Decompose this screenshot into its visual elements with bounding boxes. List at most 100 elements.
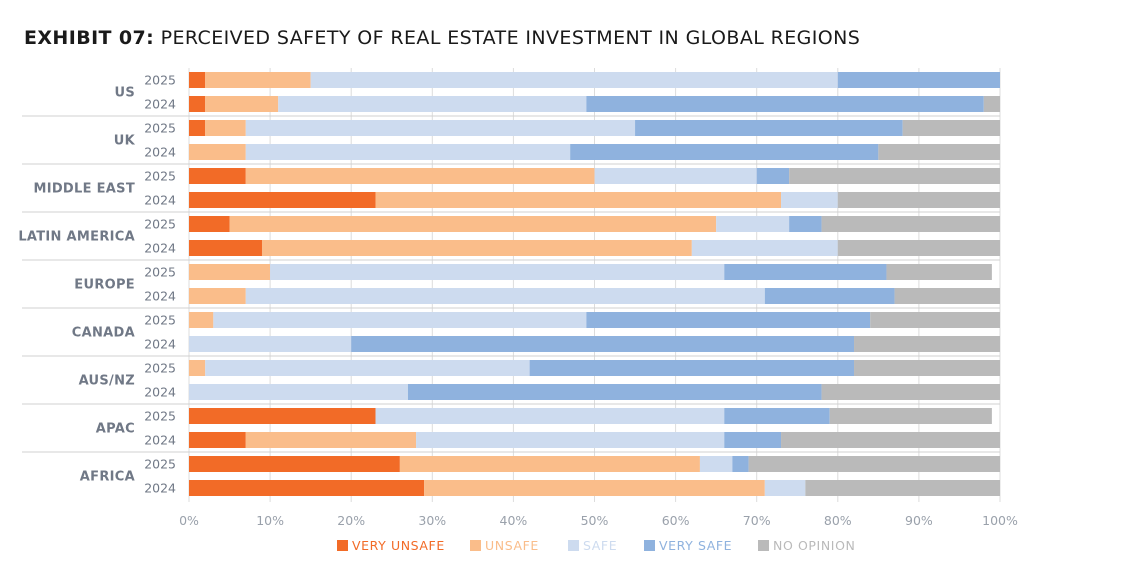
year-label: 2025 [144,313,176,328]
bar-segment-very-safe [586,312,871,328]
bar-segment-unsafe [229,216,717,232]
year-label: 2025 [144,169,176,184]
bar-segment-safe [699,456,733,472]
year-label: 2024 [144,481,176,496]
bar-segment-very-unsafe [189,480,425,496]
x-tick-label: 20% [337,513,365,528]
bar-segment-no-opinion [821,216,1000,232]
chart-title: EXHIBIT 07: PERCEIVED SAFETY OF REAL EST… [24,27,860,49]
bar-segment-very-unsafe [189,72,206,88]
bar-segment-unsafe [189,144,246,160]
bar-segment-very-unsafe [189,168,246,184]
legend-swatch [470,540,481,551]
legend-label: VERY UNSAFE [352,538,445,553]
bar-segment-very-safe [837,72,1000,88]
legend-label: NO OPINION [773,538,855,553]
year-label: 2025 [144,265,176,280]
bar-segment-very-unsafe [189,216,230,232]
bar-segment-very-safe [789,216,822,232]
bar-segment-very-unsafe [189,96,206,112]
bar-segment-unsafe [375,192,782,208]
x-tick-label: 0% [179,513,199,528]
year-label: 2025 [144,73,176,88]
x-tick-label: 50% [581,513,609,528]
x-tick-label: 80% [824,513,852,528]
bar-segment-very-safe [570,144,879,160]
year-label: 2024 [144,193,176,208]
bar-segment-very-safe [724,264,887,280]
legend-label: UNSAFE [485,538,539,553]
legend-swatch [644,540,655,551]
bar-segment-unsafe [189,360,206,376]
bar-segment-no-opinion [837,240,1000,256]
bar-segment-no-opinion [821,384,1000,400]
bar-segment-very-unsafe [189,120,206,136]
legend-swatch [337,540,348,551]
bar-segment-safe [245,288,765,304]
bar-segment-safe [781,192,838,208]
bar-segment-safe [205,360,530,376]
bar-segment-very-safe [635,120,903,136]
region-label: APAC [96,422,135,437]
region-label: US [114,86,135,101]
bar-segment-very-safe [764,288,895,304]
bar-segment-safe [764,480,806,496]
bar-segment-no-opinion [789,168,1000,184]
bar-segment-very-safe [756,168,790,184]
bar-segment-no-opinion [878,144,1000,160]
bar-segment-safe [189,384,408,400]
year-label: 2025 [144,457,176,472]
bar-segment-unsafe [189,288,246,304]
bar-segment-no-opinion [829,408,992,424]
bar-segment-unsafe [245,168,595,184]
bar-segment-very-unsafe [189,432,246,448]
bar-segment-no-opinion [886,264,992,280]
x-tick-label: 90% [905,513,933,528]
year-label: 2025 [144,217,176,232]
bar-segment-safe [189,336,352,352]
bar-segment-no-opinion [902,120,1000,136]
bar-segment-safe [270,264,725,280]
bar-segment-no-opinion [748,456,1000,472]
bar-segment-safe [691,240,838,256]
bar-segment-no-opinion [805,480,1000,496]
x-tick-label: 100% [982,513,1018,528]
region-label: CANADA [72,326,135,341]
bar-segment-very-safe [586,96,984,112]
year-label: 2025 [144,361,176,376]
bar-segment-safe [245,120,636,136]
bar-segment-very-unsafe [189,408,376,424]
bar-segment-unsafe [261,240,692,256]
year-label: 2025 [144,121,176,136]
year-label: 2024 [144,145,176,160]
bar-segment-safe [213,312,587,328]
region-label: AUS/NZ [79,374,135,389]
bar-segment-very-safe [724,432,782,448]
bar-segment-safe [375,408,725,424]
x-tick-label: 60% [662,513,690,528]
bar-segment-unsafe [424,480,765,496]
year-label: 2024 [144,433,176,448]
year-label: 2024 [144,289,176,304]
region-label: EUROPE [74,278,135,293]
bar-segment-unsafe [399,456,700,472]
bar-segment-unsafe [189,312,214,328]
chart-title-text: PERCEIVED SAFETY OF REAL ESTATE INVESTME… [160,27,861,49]
bar-segment-very-safe [407,384,822,400]
legend-label: VERY SAFE [659,538,732,553]
year-label: 2025 [144,409,176,424]
region-label: AFRICA [80,470,135,485]
bar-segment-unsafe [189,264,271,280]
bar-segment-safe [594,168,757,184]
x-tick-label: 40% [500,513,528,528]
year-label: 2024 [144,337,176,352]
year-label: 2024 [144,385,176,400]
x-tick-label: 70% [743,513,771,528]
bar-segment-very-unsafe [189,240,262,256]
bar-segment-no-opinion [894,288,1000,304]
bar-segment-safe [278,96,587,112]
bar-segment-no-opinion [854,360,1000,376]
region-label: LATIN AMERICA [18,230,135,245]
bar-segment-unsafe [205,96,279,112]
legend-swatch [758,540,769,551]
